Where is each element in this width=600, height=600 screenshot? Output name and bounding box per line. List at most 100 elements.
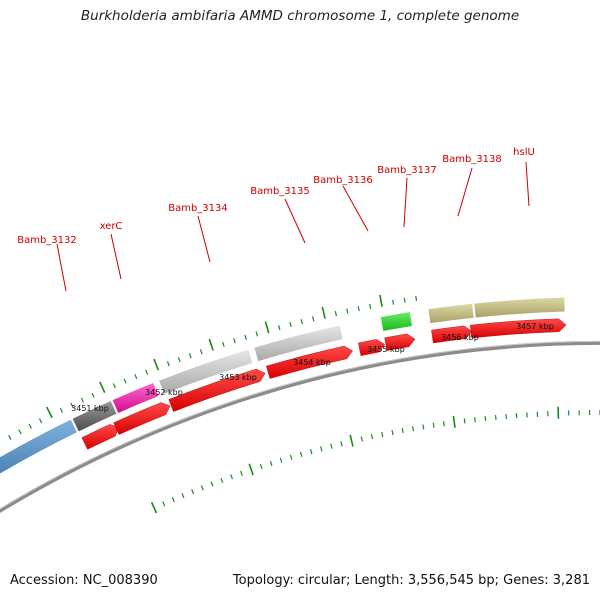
scale-tick [401, 427, 404, 434]
scale-tick [360, 436, 363, 442]
gene-label: Bamb_3134 [168, 203, 228, 214]
outer-tick [264, 321, 270, 334]
scale-tick [248, 463, 254, 476]
outer-tick [244, 334, 247, 340]
outer-tick [145, 369, 149, 375]
scale-tick [230, 474, 234, 480]
scale-tick [474, 417, 476, 423]
scale-tick [370, 434, 374, 440]
scale-tick [381, 431, 384, 438]
outer-tick [369, 303, 372, 309]
scale-label: 3457 kbp [516, 322, 554, 331]
gene-leader-line [457, 167, 473, 217]
outer-tick [188, 353, 192, 359]
gene-label: hslU [513, 147, 535, 158]
outer-tick [403, 297, 406, 303]
outer-tick [379, 294, 383, 307]
scale-label: 3451 kbp [71, 404, 109, 413]
scale-tick [432, 422, 435, 428]
outer-tick [208, 338, 214, 351]
gene-feature-band [428, 303, 474, 324]
outer-tick [311, 316, 315, 322]
outer-tick [199, 349, 203, 355]
gene-feature-band [72, 401, 117, 432]
scale-label: 3456 kbp [441, 333, 479, 342]
gene-label: Bamb_3136 [313, 175, 373, 186]
gene-feature-band [254, 325, 343, 362]
scale-tick [191, 489, 195, 495]
outer-tick [153, 358, 160, 371]
outer-tick [321, 306, 326, 319]
outer-tick [18, 429, 22, 435]
scale-tick [349, 434, 354, 447]
outer-tick [177, 357, 181, 363]
cds-arrow [113, 402, 171, 435]
map-title: Burkholderia ambifaria AMMD chromosome 1… [80, 8, 520, 24]
outer-tick [59, 407, 64, 413]
gene-leader-line [284, 198, 306, 244]
accession-text: Accession: NC_008390 [10, 573, 158, 588]
scale-tick [299, 451, 303, 457]
outer-tick [334, 310, 338, 317]
cds-arrow [431, 325, 473, 344]
scale-tick [340, 441, 343, 447]
scale-tick [200, 485, 204, 491]
gene-feature-band [112, 383, 159, 413]
outer-tick [8, 434, 12, 440]
scale-tick [412, 426, 415, 432]
outer-tick [166, 361, 170, 367]
cds-arrow [266, 345, 353, 379]
scale-tick [162, 501, 166, 507]
scale-label: 3454 kbp [293, 358, 331, 367]
gene-label: Bamb_3135 [250, 186, 310, 197]
outer-tick [357, 306, 360, 312]
backbone-highlight [0, 340, 600, 510]
cds-arrow [81, 424, 120, 450]
scale-tick [452, 415, 456, 428]
scale-tick [210, 481, 214, 487]
outer-tick [415, 295, 418, 302]
outer-tick [300, 319, 304, 325]
outer-tick [134, 374, 138, 380]
scale-tick [330, 443, 333, 449]
gene-leader-line [525, 161, 530, 207]
outer-tick [392, 299, 395, 305]
cds-arrow [358, 339, 386, 356]
scale-tick [240, 470, 243, 476]
outer-tick [112, 383, 116, 389]
scale-tick [220, 477, 224, 483]
backbone-arc [0, 341, 600, 514]
gene-leader-line [342, 185, 369, 232]
outer-tick [91, 392, 95, 398]
scale-tick [259, 464, 263, 470]
scale-label: 3452 kbp [145, 388, 183, 397]
genome-summary-text: Topology: circular; Length: 3,556,545 bp… [232, 573, 590, 588]
scale-tick [309, 448, 313, 455]
cds-arrow [470, 318, 567, 339]
scale-tick [442, 421, 445, 427]
scale-tick [279, 457, 283, 463]
outer-tick [222, 341, 225, 347]
gene-label: Bamb_3132 [17, 235, 77, 246]
gene-feature-band [380, 312, 412, 331]
gene-leader-line [197, 215, 211, 263]
scale-tick [150, 501, 158, 514]
scale-label: 3453 kbp [219, 373, 257, 382]
outer-tick [28, 423, 32, 429]
gene-feature-band [474, 297, 565, 318]
outer-tick [38, 418, 43, 424]
gene-label: Bamb_3138 [442, 154, 502, 165]
cds-arrow [168, 368, 266, 412]
scale-tick [391, 429, 394, 436]
gene-label: xerC [100, 221, 123, 232]
scale-tick [422, 424, 425, 430]
scale-tick [463, 418, 466, 424]
outer-tick [255, 331, 259, 337]
scale-label: 3455 kbp [367, 345, 405, 354]
cds-arrow [384, 333, 416, 351]
scale-tick [320, 446, 323, 452]
outer-tick [123, 378, 127, 384]
outer-tick [346, 308, 349, 314]
gene-feature-band [159, 349, 253, 394]
